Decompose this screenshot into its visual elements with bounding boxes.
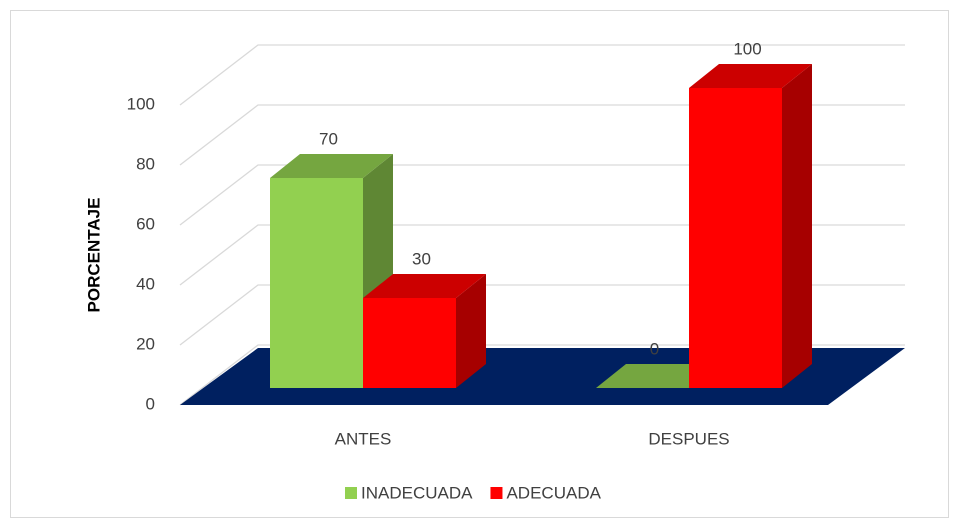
bar-top xyxy=(363,274,486,298)
bar xyxy=(596,364,719,388)
y-axis-label: PORCENTAJE xyxy=(84,198,103,313)
bar-side xyxy=(782,64,812,388)
bar-top xyxy=(596,364,719,388)
y-tick-label: 0 xyxy=(146,394,155,413)
data-label: 100 xyxy=(733,39,761,58)
data-label: 0 xyxy=(650,339,659,358)
y-tick-label: 80 xyxy=(136,154,155,173)
bar-top xyxy=(270,154,393,178)
y-tick-label: 60 xyxy=(136,214,155,233)
y-tick-label: 20 xyxy=(136,334,155,353)
legend-swatch xyxy=(490,487,503,499)
legend-swatch xyxy=(345,487,357,499)
y-tick-label: 40 xyxy=(136,274,155,293)
legend-label: INADECUADA xyxy=(361,483,473,502)
bar-front xyxy=(689,88,782,388)
bar xyxy=(363,274,486,388)
y-tick-label: 100 xyxy=(127,94,155,113)
data-label: 70 xyxy=(319,129,338,148)
bar xyxy=(689,64,812,388)
data-label: 30 xyxy=(412,249,431,268)
legend-label: ADECUADA xyxy=(506,483,601,502)
grid-line xyxy=(179,44,905,106)
bar-side xyxy=(456,274,486,388)
x-tick-label: DESPUES xyxy=(648,429,729,448)
bar-top xyxy=(689,64,812,88)
x-tick-label: ANTES xyxy=(335,429,392,448)
bar-front xyxy=(363,298,456,388)
bar-front xyxy=(270,178,363,388)
